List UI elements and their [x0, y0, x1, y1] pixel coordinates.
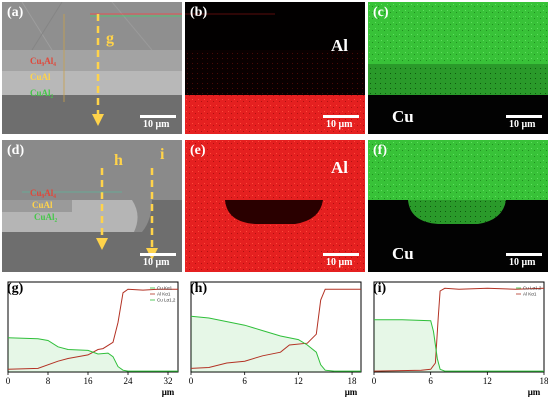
line-scan-label-h: h	[114, 152, 123, 169]
phase-label-cual: CuAl	[30, 72, 51, 82]
legend-entry: Cu Kα1	[157, 286, 173, 291]
element-label-cu: Cu	[392, 107, 414, 126]
panel-label: (c)	[373, 5, 389, 20]
x-axis-unit: μm	[528, 387, 541, 397]
legend-entry: Cu Lα1,2	[523, 286, 542, 291]
panel-label: (e)	[190, 143, 206, 158]
scale-bar-label: 10 μm	[143, 257, 170, 268]
element-label-cu: Cu	[392, 244, 414, 263]
sem-image-a	[2, 2, 182, 134]
series-line-cu	[190, 315, 361, 372]
panel-i-linescan: 0 6 12 18 μm Cu Lα1,2 Al Kα1 (i)	[368, 278, 548, 401]
x-tick-label: 6	[242, 376, 247, 386]
plot-frame	[190, 281, 362, 373]
eds-map-cu-c	[368, 2, 548, 134]
x-tick-label: 12	[294, 376, 303, 386]
x-tick-label: 8	[46, 376, 51, 386]
x-tick-label: 18	[348, 376, 358, 386]
panel-label: (b)	[190, 5, 208, 20]
series-line-al-kα1	[7, 288, 178, 370]
series-area-1	[191, 316, 361, 372]
x-tick-label: 16	[84, 376, 94, 386]
sem-image-d	[2, 140, 182, 272]
scale-bar-label: 10 μm	[509, 257, 536, 268]
panel-e-al-map: (e) Al 10 μm	[185, 140, 365, 272]
series-line-al	[190, 288, 361, 369]
panel-f-cu-map: (f) Cu 10 μm	[368, 140, 548, 272]
panel-label: (i)	[373, 281, 387, 296]
x-tick-label: 0	[6, 376, 11, 386]
scale-bar	[506, 115, 542, 118]
panel-a-sem: (a) g Cu₉Al₄ CuAl CuAl₂ 10 μm	[2, 2, 182, 134]
series-line-cu-lα1,2	[374, 319, 544, 372]
eds-map-al-e	[185, 140, 365, 272]
panel-label: (g)	[7, 281, 24, 296]
legend-entry: Al Kα1	[523, 292, 537, 297]
series-line-al-kα1	[373, 287, 545, 372]
panel-d-sem: (d) h i Cu₉Al₄ CuAl CuAl₂ 10 μm	[2, 140, 182, 272]
panel-b-al-map: (b) Al 10 μm	[185, 2, 365, 134]
x-tick-label: 18	[540, 376, 549, 386]
scale-bar-label: 10 μm	[326, 119, 353, 130]
phase-label-cual2: CuAl₂	[34, 212, 58, 222]
line-scan-label-g: g	[106, 30, 114, 47]
legend-entry: Cu Lα1,2	[157, 298, 176, 303]
x-tick-label: 6	[428, 376, 433, 386]
phase-label-cual2: CuAl₂	[30, 88, 54, 98]
x-tick-label: 32	[164, 376, 173, 386]
eds-map-cu-f	[368, 140, 548, 272]
x-tick-label: 0	[189, 376, 194, 386]
panel-label: (h)	[190, 281, 208, 296]
series-area-1	[374, 319, 544, 372]
x-tick-label: 12	[483, 376, 492, 386]
panel-h-linescan: 0 6 12 18 μm (h)	[185, 278, 365, 401]
scale-bar	[140, 253, 176, 256]
legend-entry: Al Kα1	[157, 292, 171, 297]
panel-label: (d)	[7, 143, 25, 158]
scale-bar	[506, 253, 542, 256]
panel-g-linescan: 0 8 16 24 32 μm Cu Kα1 Al Kα1 Cu Lα1,2 (g)	[2, 278, 182, 401]
scale-bar	[140, 115, 176, 118]
element-label-al: Al	[331, 36, 348, 55]
plot-frame	[7, 281, 179, 373]
x-axis-unit: μm	[162, 387, 175, 397]
phase-label-cu9al4: Cu₉Al₄	[30, 188, 56, 198]
series-line-cu-lα1,2	[7, 337, 178, 372]
panel-c-cu-map: (c) Cu 10 μm	[368, 2, 548, 134]
panel-label: (a)	[7, 5, 24, 20]
scale-bar-label: 10 μm	[509, 119, 536, 130]
line-scan-label-i: i	[160, 146, 165, 163]
eds-map-al-b	[185, 2, 365, 134]
plot-frame	[373, 281, 545, 373]
phase-label-cu9al4: Cu₉Al₄	[30, 56, 56, 66]
scale-bar	[323, 253, 359, 256]
x-tick-label: 0	[372, 376, 377, 386]
scale-bar-label: 10 μm	[143, 119, 170, 130]
x-tick-label: 24	[124, 376, 134, 386]
scale-bar-label: 10 μm	[326, 257, 353, 268]
x-axis-unit: μm	[345, 387, 358, 397]
panel-label: (f)	[373, 143, 387, 158]
scale-bar	[323, 115, 359, 118]
phase-label-cual: CuAl	[32, 200, 53, 210]
element-label-al: Al	[331, 158, 348, 177]
